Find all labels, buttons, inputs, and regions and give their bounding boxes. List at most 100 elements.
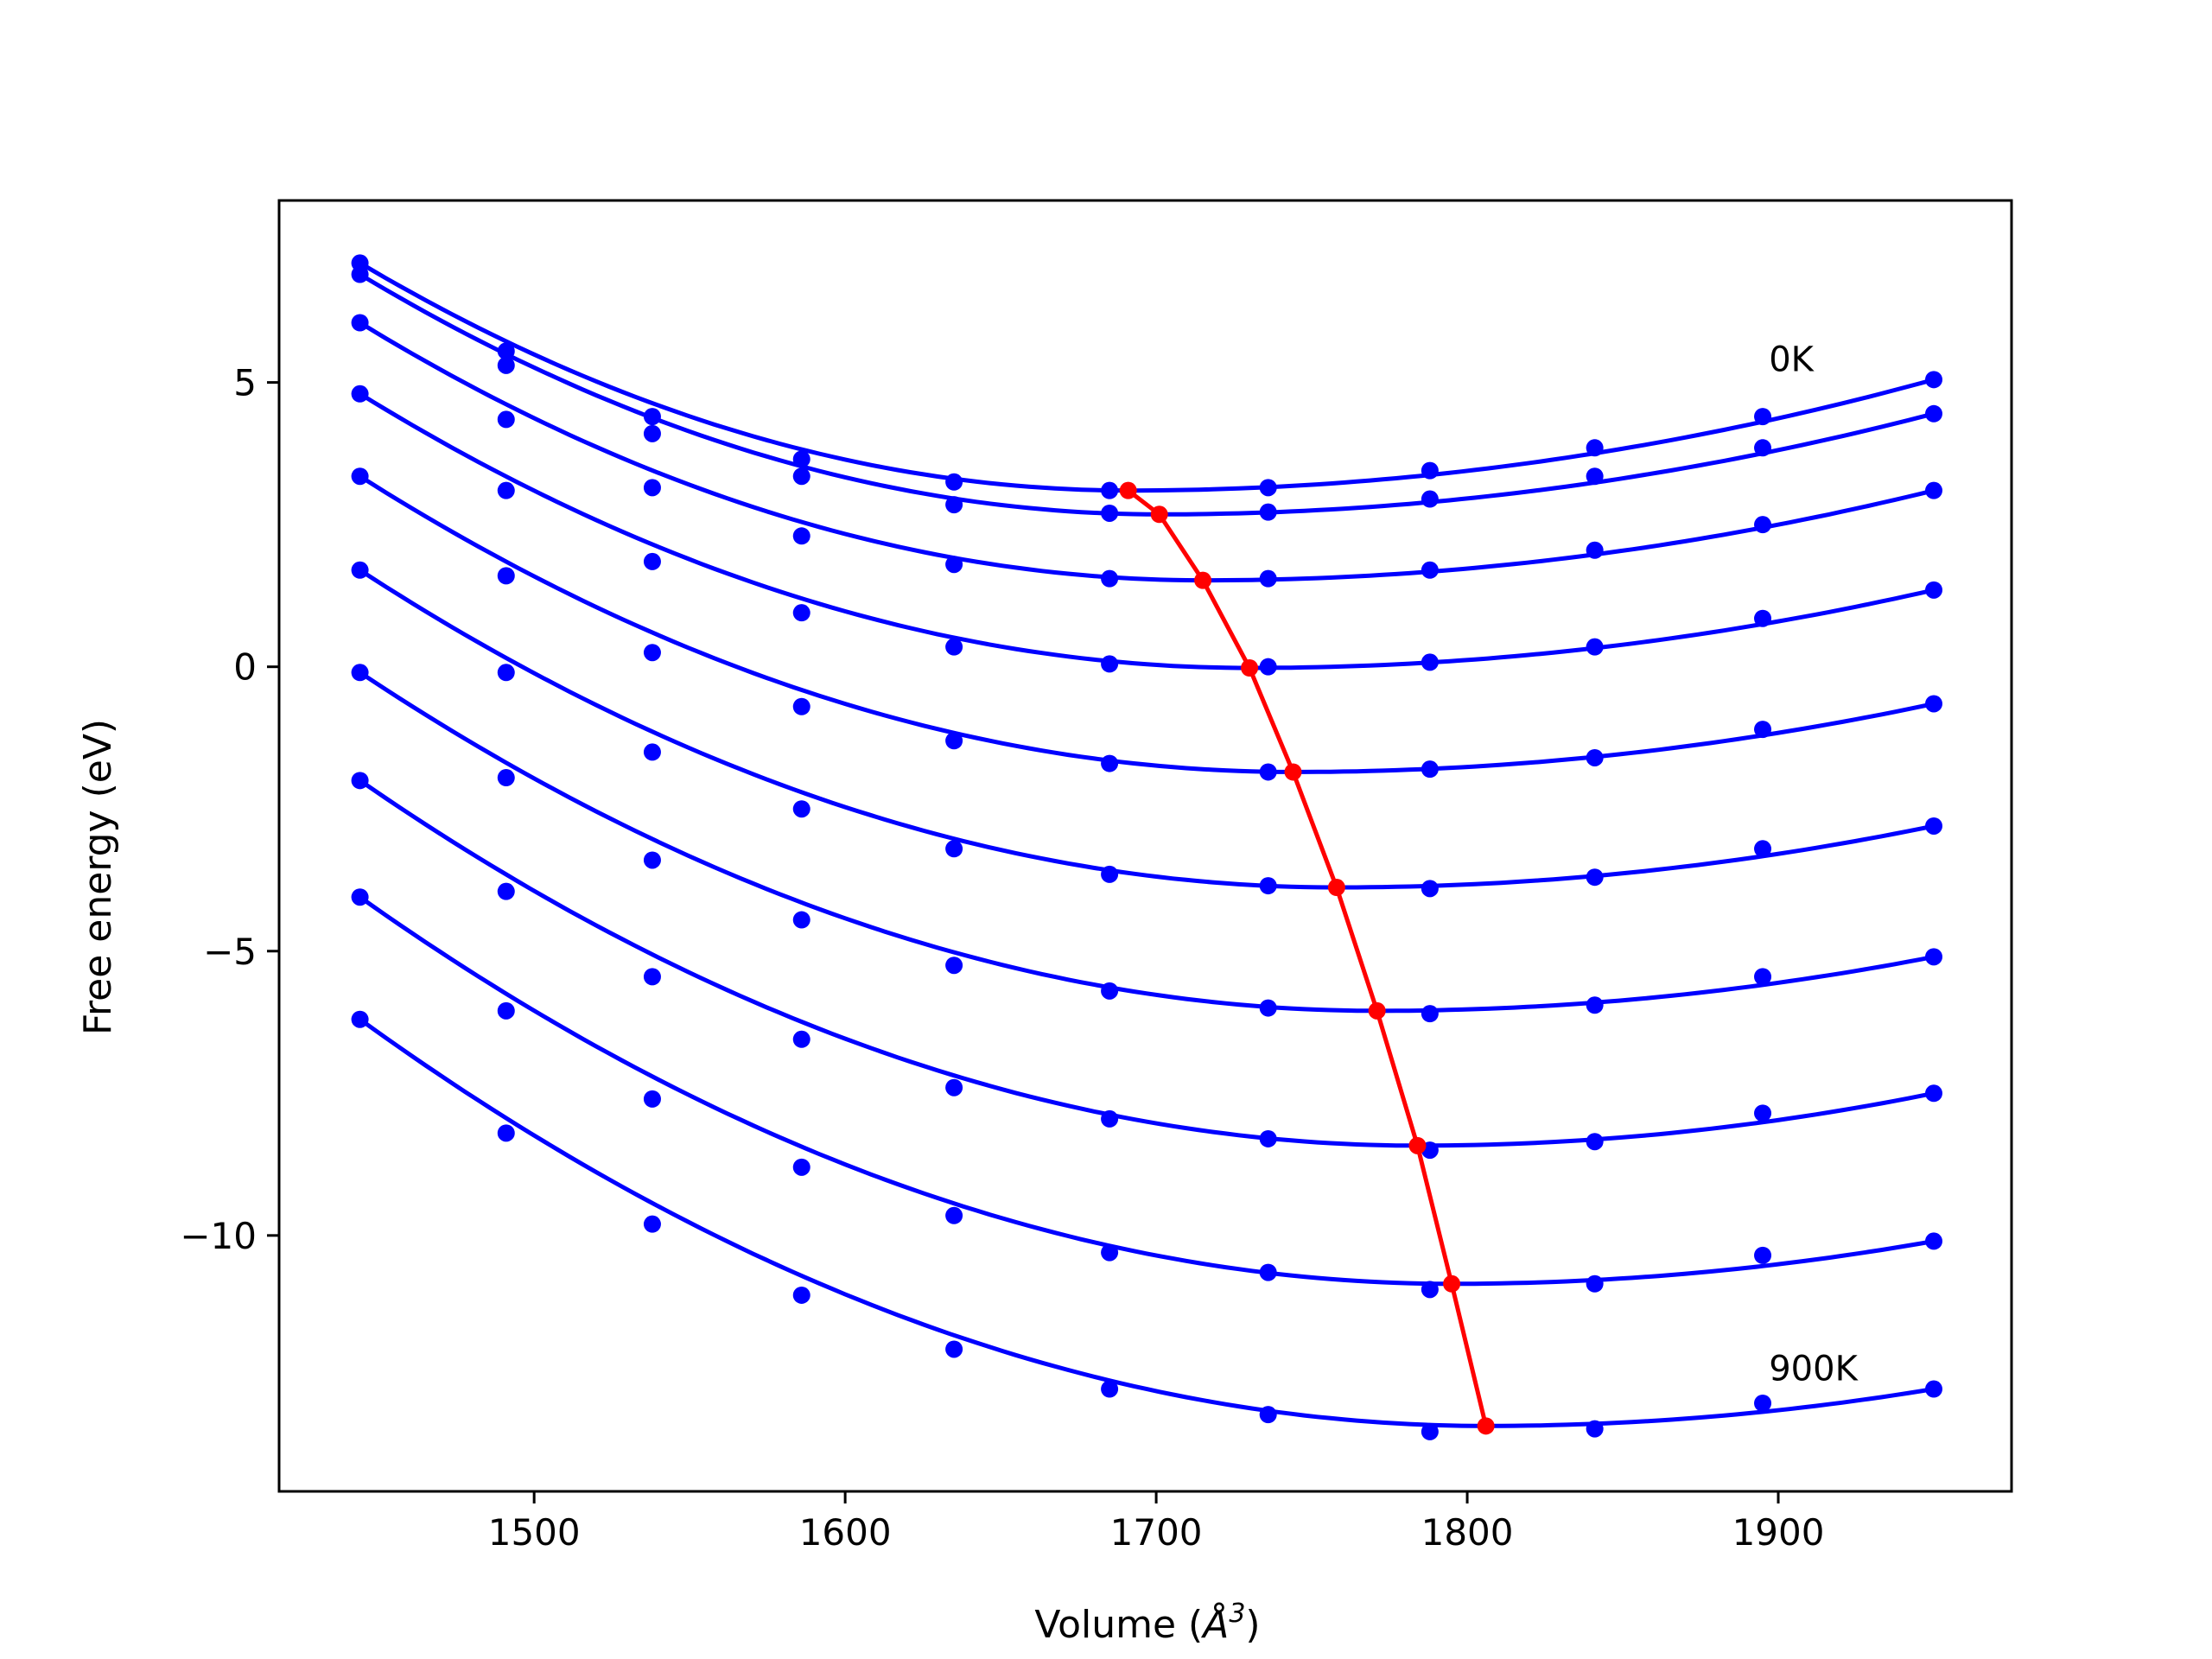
series-5-point-9 (1754, 840, 1772, 858)
series-6-point-5 (1101, 982, 1119, 1000)
series-3-point-1 (497, 481, 515, 499)
series-1-point-10 (1925, 404, 1943, 423)
y-tick-label-1: 0 (233, 646, 257, 689)
series-1-point-3 (792, 467, 810, 486)
series-7-point-0 (351, 772, 369, 790)
series-3-point-9 (1754, 609, 1772, 627)
series-7-point-4 (945, 1078, 963, 1096)
series-1-curve (359, 272, 1935, 517)
minimum-point-7 (1408, 1136, 1427, 1154)
series-6-point-2 (643, 851, 661, 869)
series-2-point-10 (1925, 481, 1943, 499)
series-4-point-0 (351, 467, 369, 486)
series-4-point-2 (643, 644, 661, 662)
series-1-point-8 (1586, 467, 1604, 486)
series-9-point-5 (1101, 1380, 1119, 1398)
x-tick-label-3: 1800 (1421, 1511, 1514, 1554)
series-0-point-7 (1421, 461, 1439, 480)
series-6-curve (359, 671, 1935, 1014)
series-2-point-5 (1101, 569, 1119, 588)
series-8-curve (359, 895, 1935, 1287)
series-1-point-5 (1101, 504, 1119, 522)
series-8-point-4 (945, 1206, 963, 1224)
series-2-point-3 (792, 527, 810, 545)
series-4-curve (359, 474, 1935, 774)
x-tick-label-4: 1900 (1732, 1511, 1825, 1554)
series-3-point-8 (1586, 638, 1604, 656)
annotation-1: 900K (1769, 1350, 1859, 1389)
series-4-point-8 (1586, 748, 1604, 766)
series-6-point-10 (1925, 948, 1943, 966)
series-0-point-5 (1101, 481, 1119, 499)
series-2-point-9 (1754, 516, 1772, 534)
minimum-point-1 (1150, 505, 1168, 524)
series-7-point-5 (1101, 1109, 1119, 1128)
series-9-point-9 (1754, 1394, 1772, 1412)
series-6-point-4 (945, 957, 963, 975)
plot-area: 0K 900K (351, 254, 1943, 1440)
minimum-point-3 (1241, 658, 1259, 677)
series-4-point-1 (497, 567, 515, 585)
series-8-point-8 (1586, 1274, 1604, 1293)
series-8-point-0 (351, 888, 369, 906)
series-6-point-0 (351, 664, 369, 682)
minimum-point-8 (1443, 1274, 1461, 1293)
x-axis-title-text: Volume ( (1034, 1603, 1203, 1647)
series-7-point-6 (1259, 1129, 1277, 1147)
series-2-point-2 (643, 479, 661, 497)
series-5-point-5 (1101, 865, 1119, 883)
series-6-point-8 (1586, 996, 1604, 1014)
series-5-point-2 (643, 743, 661, 761)
x-tick-label-2: 1700 (1110, 1511, 1203, 1554)
series-6-point-3 (792, 911, 810, 929)
x-axis-title-unit: Å (1200, 1601, 1229, 1647)
series-3-point-4 (945, 638, 963, 656)
y-tick-label-3: −10 (180, 1215, 257, 1257)
series-2-point-0 (351, 314, 369, 332)
x-axis-title-exp: 3 (1229, 1599, 1245, 1629)
series-3-curve (359, 391, 1935, 671)
y-tick-label-2: −5 (203, 931, 257, 973)
series-0-curve (359, 261, 1935, 493)
series-5-point-3 (792, 800, 810, 818)
series-0-point-9 (1754, 408, 1772, 426)
series-5-point-4 (945, 840, 963, 858)
minimum-curve (1127, 488, 1489, 1427)
series-4-point-4 (945, 732, 963, 750)
series-2-point-7 (1421, 561, 1439, 579)
series-6-point-1 (497, 769, 515, 787)
series-1-point-6 (1259, 503, 1277, 521)
series-7-point-2 (643, 968, 661, 986)
series-8-point-5 (1101, 1243, 1119, 1262)
series-9-point-10 (1925, 1380, 1943, 1398)
series-3-point-10 (1925, 581, 1943, 599)
series-0-point-8 (1586, 439, 1604, 457)
series-7-curve (359, 779, 1935, 1148)
x-axis-title-close: ) (1245, 1603, 1260, 1647)
series-6-point-9 (1754, 968, 1772, 986)
series-9-point-2 (643, 1215, 661, 1233)
series-8-point-2 (643, 1090, 661, 1108)
series-5-point-6 (1259, 877, 1277, 895)
minimum-point-2 (1194, 571, 1212, 589)
series-0-point-6 (1259, 479, 1277, 497)
axes-frame (277, 199, 2013, 1493)
series-1-point-2 (643, 424, 661, 442)
series-6-point-7 (1421, 1005, 1439, 1023)
series-3-point-2 (643, 552, 661, 570)
series-7-point-8 (1586, 1133, 1604, 1151)
series-4-point-9 (1754, 721, 1772, 739)
x-tick-label-1: 1600 (799, 1511, 892, 1554)
series-9-point-8 (1586, 1420, 1604, 1438)
minimum-point-6 (1368, 1001, 1386, 1020)
series-0-point-10 (1925, 371, 1943, 389)
x-tick-label-0: 1500 (488, 1511, 581, 1554)
series-1-point-4 (945, 496, 963, 514)
series-8-point-9 (1754, 1246, 1772, 1264)
series-0-point-4 (945, 473, 963, 491)
x-axis-title: Volume (Å3) (1034, 1599, 1260, 1647)
series-9-point-7 (1421, 1422, 1439, 1440)
series-2-point-6 (1259, 569, 1277, 588)
